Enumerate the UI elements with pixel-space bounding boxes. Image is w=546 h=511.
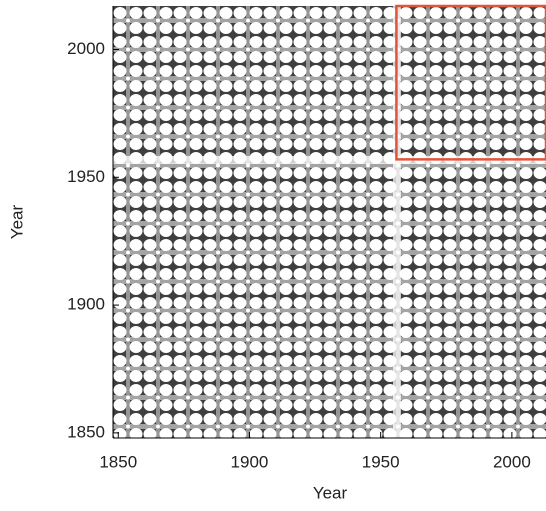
y-tick-label: 1950 — [67, 167, 105, 186]
y-tick-label: 1850 — [67, 422, 105, 441]
y-axis-title: Year — [7, 204, 26, 239]
plot-area — [113, 6, 546, 438]
x-axis-title: Year — [313, 483, 348, 502]
y-tick-label: 2000 — [67, 39, 105, 58]
light-band — [113, 156, 546, 164]
x-tick-label: 2000 — [493, 452, 531, 471]
x-tick-label: 1900 — [231, 452, 269, 471]
highlight-box — [395, 4, 546, 161]
x-tick-label: 1850 — [99, 452, 137, 471]
y-tick-label: 1900 — [67, 295, 105, 314]
light-band — [393, 6, 401, 438]
x-tick-label: 1950 — [362, 452, 400, 471]
recurrence-texture — [113, 6, 546, 438]
